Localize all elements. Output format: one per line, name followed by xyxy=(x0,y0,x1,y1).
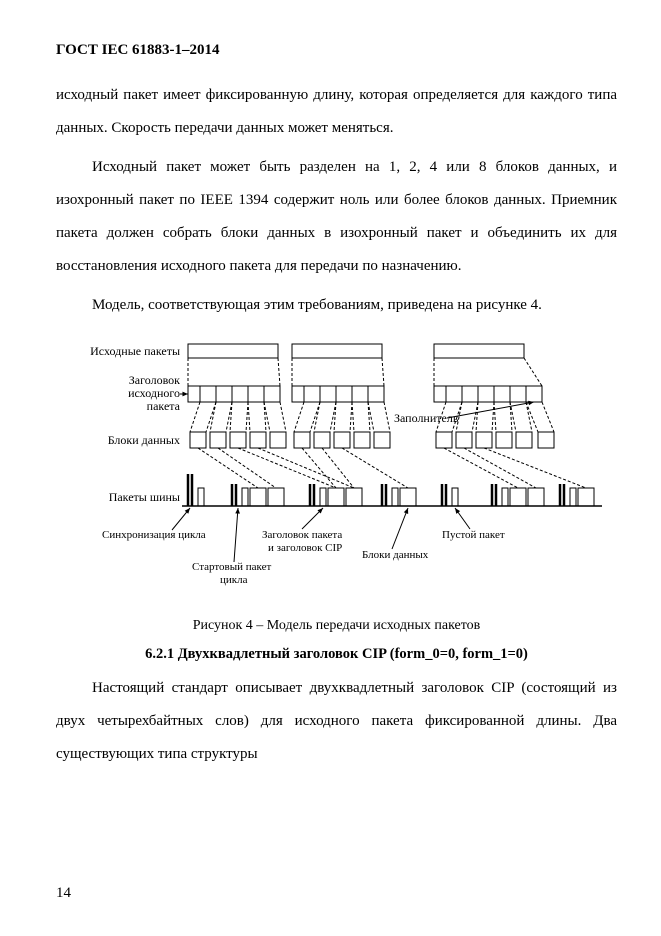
svg-text:Стартовый пакет: Стартовый пакет xyxy=(192,561,271,573)
svg-text:Заголовок пакета: Заголовок пакета xyxy=(262,529,342,541)
svg-text:Исходные пакеты: Исходные пакеты xyxy=(90,344,180,358)
paragraph-4: Настоящий стандарт описывает двухквадлет… xyxy=(56,672,617,771)
svg-text:пакета: пакета xyxy=(146,399,180,413)
figure-4-diagram: Исходные пакеты Заголовокисходногопакета З… xyxy=(62,330,612,610)
section-heading: 6.2.1 Двухквадлетный заголовок CIP (form… xyxy=(56,644,617,664)
paragraph-3: Модель, соответствующая этим требованиям… xyxy=(56,289,617,322)
svg-text:Заголовок: Заголовок xyxy=(128,373,179,387)
paragraph-1: исходный пакет имеет фиксированную длину… xyxy=(56,79,617,145)
doc-header: ГОСТ IEC 61883-1–2014 xyxy=(56,34,617,67)
svg-text:Синхронизация цикла: Синхронизация цикла xyxy=(102,529,206,541)
svg-text:Блоки данных: Блоки данных xyxy=(107,433,179,447)
svg-text:цикла: цикла xyxy=(220,574,248,586)
svg-text:Блоки данных: Блоки данных xyxy=(362,549,429,561)
svg-text:Пустой пакет: Пустой пакет xyxy=(442,529,505,541)
page-number: 14 xyxy=(56,877,71,910)
paragraph-2: Исходный пакет может быть разделен на 1,… xyxy=(56,151,617,283)
page: ГОСТ IEC 61883-1–2014 исходный пакет име… xyxy=(0,0,661,936)
svg-text:исходного: исходного xyxy=(128,386,180,400)
figure-caption: Рисунок 4 – Модель передачи исходных пак… xyxy=(56,616,617,636)
svg-text:Пакеты шины: Пакеты шины xyxy=(108,490,179,504)
svg-text:и заголовок CIP: и заголовок CIP xyxy=(268,542,342,554)
